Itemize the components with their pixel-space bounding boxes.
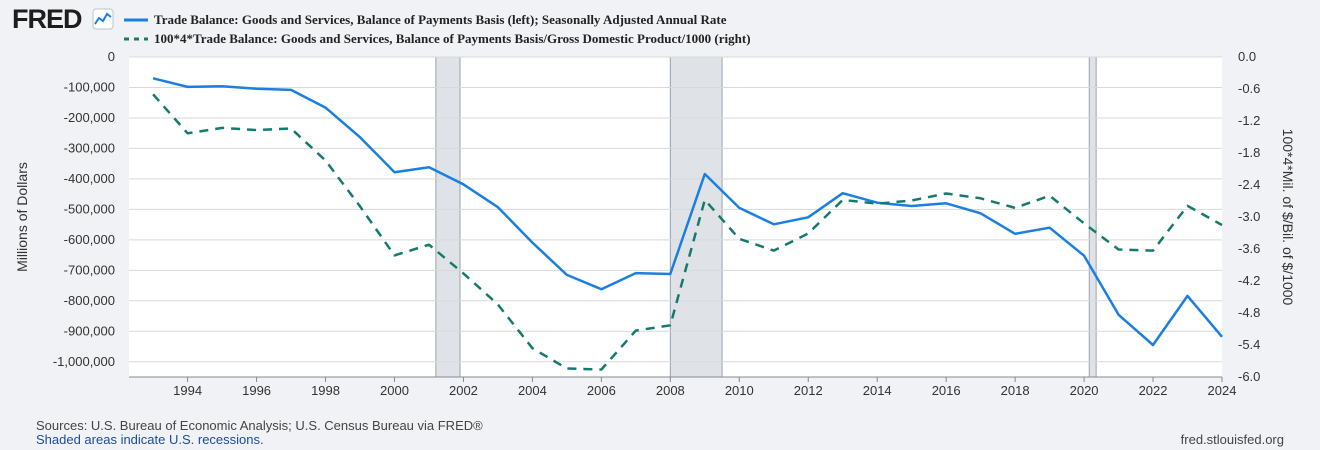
legend-label: Trade Balance: Goods and Services, Balan… (154, 12, 727, 27)
x-tick-label: 2004 (518, 383, 547, 398)
right-tick-label: 0.0 (1238, 49, 1256, 64)
fred-graph-icon (92, 8, 114, 30)
x-tick-label: 2020 (1070, 383, 1099, 398)
x-tick-label: 2000 (380, 383, 409, 398)
left-tick-label: 0 (108, 49, 115, 64)
x-tick-label: 2010 (725, 383, 754, 398)
x-tick-label: 2022 (1139, 383, 1168, 398)
x-tick-label: 1996 (242, 383, 271, 398)
left-tick-label: -500,000 (64, 201, 115, 216)
right-tick-label: -2.4 (1238, 177, 1260, 192)
right-tick-label: -1.8 (1238, 145, 1260, 160)
x-tick-label: 2012 (794, 383, 823, 398)
right-tick-label: -6.0 (1238, 369, 1260, 384)
left-tick-label: -100,000 (64, 79, 115, 94)
series-trade-balance-line (152, 77, 1223, 347)
recession-band (1088, 56, 1097, 378)
x-tick-label: 1998 (311, 383, 340, 398)
left-tick-label: -1,000,000 (53, 354, 115, 369)
recession-band (435, 56, 461, 378)
left-tick-label: -200,000 (64, 110, 115, 125)
series-trade-balance-gdp-line (152, 93, 1223, 371)
left-tick-label: -600,000 (64, 232, 115, 247)
x-tick-label: 2024 (1208, 383, 1237, 398)
fred-logo[interactable]: FRED (12, 4, 82, 34)
left-tick-label: -700,000 (64, 262, 115, 277)
site-url[interactable]: fred.stlouisfed.org (1180, 432, 1284, 447)
x-tick-label: 2002 (449, 383, 478, 398)
right-tick-label: -3.0 (1238, 209, 1260, 224)
x-tick-label: 2014 (863, 383, 892, 398)
x-tick-label: 1994 (173, 383, 202, 398)
right-tick-label: -3.6 (1238, 241, 1260, 256)
x-tick-label: 2018 (1001, 383, 1030, 398)
sources-note: Sources: U.S. Bureau of Economic Analysi… (36, 418, 483, 433)
right-tick-label: -1.2 (1238, 113, 1260, 128)
left-axis-title: Millions of Dollars (14, 162, 30, 272)
legend-label: 100*4*Trade Balance: Goods and Services,… (154, 31, 751, 46)
left-tick-label: -300,000 (64, 140, 115, 155)
left-tick-label: -800,000 (64, 293, 115, 308)
recessions-note[interactable]: Shaded areas indicate U.S. recessions. (36, 432, 264, 447)
x-tick-label: 2006 (587, 383, 616, 398)
right-tick-label: -4.2 (1238, 273, 1260, 288)
right-tick-label: -5.4 (1238, 337, 1260, 352)
right-axis-title: 100*4*Mil. of $/Bil. of $/1000 (1280, 129, 1296, 306)
left-tick-label: -400,000 (64, 171, 115, 186)
left-tick-label: -900,000 (64, 323, 115, 338)
right-tick-label: -0.6 (1238, 81, 1260, 96)
right-tick-label: -4.8 (1238, 305, 1260, 320)
x-tick-label: 2008 (656, 383, 685, 398)
recession-band (669, 56, 723, 378)
x-tick-label: 2016 (932, 383, 961, 398)
